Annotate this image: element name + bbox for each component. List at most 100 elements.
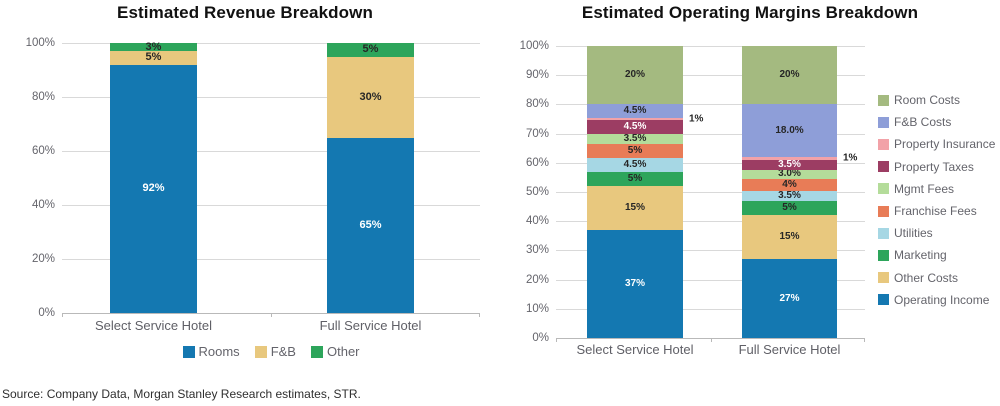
y-tick-label: 100% (519, 40, 549, 52)
bar-segment-f-b-costs: 4.5% (587, 104, 683, 118)
gridline (556, 46, 865, 47)
legend: Rooms F&B Other (62, 344, 480, 359)
legend-label: Mgmt Fees (894, 181, 955, 196)
gridline (62, 205, 480, 206)
legend-label: Other Costs (894, 270, 959, 285)
legend-label: Utilities (894, 226, 933, 241)
bar-segment-other: 5% (327, 43, 414, 57)
legend-label: Other (326, 344, 360, 359)
legend-swatch (878, 161, 889, 173)
chart-title: Estimated Operating Margins Breakdown (581, 3, 919, 22)
gridline (62, 259, 480, 260)
y-tick-label: 90% (525, 69, 549, 82)
segment-label: 65% (359, 218, 382, 231)
segment-label: 4.5% (623, 104, 647, 116)
y-tick-label: 80% (31, 91, 55, 103)
operating-margins-chart: Estimated Operating Margins Breakdown 0%… (500, 0, 1000, 406)
bar-segment-operating-income: 27% (742, 259, 837, 338)
revenue-breakdown-chart: Estimated Revenue Breakdown 0% 20% 40% 60% 8… (0, 0, 490, 406)
bar-segment-operating-income: 37% (587, 229, 683, 338)
segment-label: 3.0% (778, 168, 801, 180)
legend-item: Other (310, 344, 360, 359)
y-tick-label: 0% (38, 307, 55, 319)
legend-label: Franchise Fees (894, 204, 977, 219)
segment-label: 5% (362, 43, 379, 56)
legend-item: Operating Income (878, 289, 989, 311)
segment-label: 15% (779, 231, 800, 243)
segment-label: 20% (624, 69, 645, 81)
segment-label: 4% (782, 178, 797, 190)
legend-swatch (878, 116, 889, 128)
bar-segment-mgmt-fees: 3.0% (742, 168, 837, 180)
bar-segment-room-costs: 20% (742, 46, 837, 105)
segment-label: 5% (145, 51, 162, 64)
segment-label: 92% (142, 182, 165, 195)
category-label: Select Service Hotel (576, 342, 694, 357)
legend-label: Property Taxes (894, 159, 974, 174)
segment-label: 3.5% (778, 189, 801, 201)
legend-label: Rooms (198, 344, 240, 359)
gridline (62, 97, 480, 98)
legend-swatch (878, 94, 889, 106)
y-tick-label: 60% (31, 145, 55, 157)
x-axis-tick (479, 313, 480, 317)
legend-item: Other Costs (878, 267, 958, 289)
y-tick-label: 100% (25, 37, 55, 49)
gridline (556, 308, 865, 310)
gridline (556, 162, 865, 164)
segment-label: 18.0% (775, 124, 804, 136)
segment-label: 27% (779, 292, 800, 304)
segment-label: 30% (359, 90, 382, 103)
outside-segment-label: 1% (689, 113, 704, 125)
x-axis-tick (710, 338, 712, 342)
segment-label: 3% (145, 40, 162, 53)
bar-segment-franchise-fees: 4% (742, 178, 837, 191)
legend-swatch (878, 138, 889, 150)
bar-segment-marketing: 5% (742, 200, 837, 216)
bar-segment-f-b: 5% (110, 51, 197, 65)
gridline (556, 250, 865, 252)
legend-item: F&B (254, 344, 296, 359)
y-tick-label: 30% (525, 244, 549, 257)
y-tick-label: 50% (525, 186, 549, 198)
legend-item: Room Costs (878, 89, 960, 111)
y-tick-label: 40% (525, 215, 549, 228)
bar-segment-marketing: 5% (587, 171, 683, 187)
segment-label: 15% (624, 202, 645, 214)
source-note: Source: Company Data, Morgan Stanley Res… (2, 387, 361, 401)
legend-swatch (878, 227, 889, 239)
legend-label: Room Costs (894, 93, 961, 108)
legend-item: Franchise Fees (878, 200, 977, 222)
x-axis-tick (271, 313, 272, 317)
bar-segment-f-b: 30% (327, 56, 414, 138)
bar-segment-other: 3% (110, 40, 197, 53)
x-axis-tick (556, 338, 557, 342)
bar-segment-property-taxes: 4.5% (587, 120, 683, 134)
legend-item: Property Taxes (878, 156, 974, 178)
segment-label: 4.5% (623, 158, 647, 170)
legend-swatch (878, 294, 889, 306)
bar-segment-mgmt-fees: 3.5% (587, 133, 683, 144)
legend-item: Mgmt Fees (878, 178, 954, 200)
legend-label: Operating Income (894, 292, 990, 307)
legend-label: F&B Costs (894, 115, 952, 130)
legend-swatch (878, 205, 889, 217)
outside-segment-label: 1% (843, 152, 858, 164)
gridline (556, 104, 865, 106)
category-label: Full Service Hotel (319, 318, 422, 333)
legend-label: Marketing (894, 248, 947, 263)
legend-item: Marketing (878, 244, 947, 266)
gridline (62, 43, 480, 44)
bar-segment-property-insurance (587, 117, 683, 121)
y-tick-label: 70% (525, 127, 549, 140)
bar-segment-franchise-fees: 5% (587, 143, 683, 159)
segment-label: 5% (627, 145, 643, 157)
bar-segment-room-costs: 20% (587, 46, 683, 105)
bar-segment-other-costs: 15% (742, 215, 837, 260)
segment-label: 3.5% (778, 158, 801, 170)
bar-segment-property-insurance (742, 156, 837, 160)
legend-swatch (878, 272, 889, 284)
gridline (556, 279, 865, 281)
gridline (556, 192, 865, 193)
